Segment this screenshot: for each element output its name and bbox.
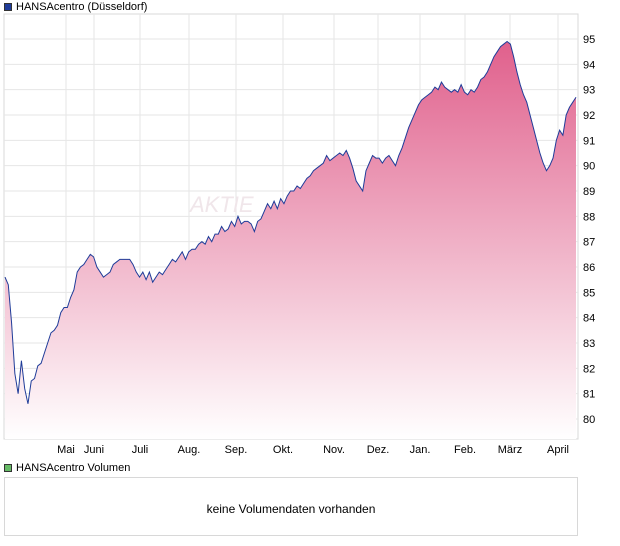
y-tick-label: 85	[583, 287, 595, 299]
volume-legend-swatch	[4, 464, 12, 472]
x-tick-label: Dez.	[367, 444, 390, 456]
x-tick-label: Mai	[57, 444, 75, 456]
y-tick-label: 81	[583, 389, 595, 401]
price-line	[4, 40, 577, 404]
x-tick-label: Aug.	[178, 444, 201, 456]
y-tick-label: 91	[583, 135, 595, 147]
x-tick-label: April	[547, 444, 569, 456]
y-tick-label: 92	[583, 110, 595, 122]
y-tick-label: 88	[583, 211, 595, 223]
price-legend-swatch	[4, 3, 12, 11]
x-tick-label: März	[498, 444, 522, 456]
y-tick-label: 80	[583, 414, 595, 426]
x-tick-label: Feb.	[454, 444, 476, 456]
y-tick-label: 87	[583, 237, 595, 249]
watermark: AKTIE	[188, 192, 254, 217]
y-tick-label: 94	[583, 59, 595, 71]
volume-legend-label: HANSAcentro Volumen	[16, 462, 131, 474]
y-tick-label: 84	[583, 313, 595, 325]
y-tick-label: 86	[583, 262, 595, 274]
y-tick-label: 93	[583, 85, 595, 97]
x-axis-labels: Mai Juni Juli Aug. Sep. Okt. Nov. Dez. Jan. Feb. M…	[57, 444, 569, 456]
y-tick-label: 90	[583, 161, 595, 173]
x-tick-label: Juni	[84, 444, 104, 456]
x-tick-label: Sep.	[225, 444, 248, 456]
volume-legend: HANSAcentro Volumen	[4, 462, 130, 474]
y-tick-label: 89	[583, 186, 595, 198]
x-tick-label: Okt.	[273, 444, 293, 456]
y-tick-label: 83	[583, 338, 595, 350]
y-axis-labels: 80 81 82 83 84 85 86 87 88 89 90 91 92 93 94 95	[583, 34, 595, 426]
price-chart: AKTIE 80 81 82 83 84 85 86 87 88 89 90 91 92 93 94 95 M…	[3, 13, 595, 456]
price-area	[5, 41, 576, 439]
x-tick-label: Nov.	[323, 444, 345, 456]
y-tick-label: 82	[583, 363, 595, 375]
x-tick-label: Jan.	[410, 444, 431, 456]
x-tick-label: Juli	[132, 444, 149, 456]
price-legend: HANSAcentro (Düsseldorf)	[4, 1, 147, 13]
volume-panel: keine Volumendaten vorhanden	[4, 477, 578, 536]
y-tick-label: 95	[583, 34, 595, 46]
volume-empty-message: keine Volumendaten vorhanden	[206, 502, 376, 516]
price-legend-label: HANSAcentro (Düsseldorf)	[16, 1, 148, 13]
